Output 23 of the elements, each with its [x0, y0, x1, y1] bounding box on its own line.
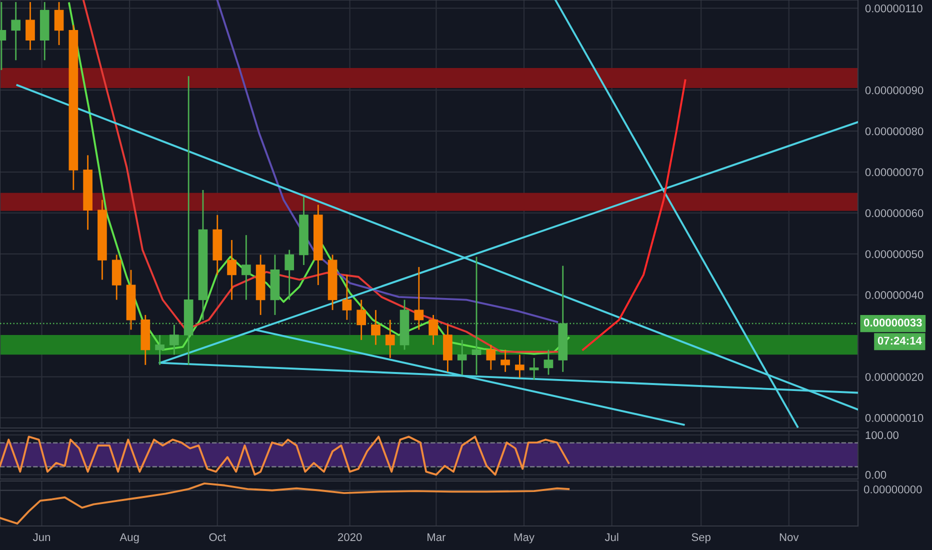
- y-tick-label: 0.00000070: [865, 168, 924, 176]
- y-tick-label: 0.00000080: [865, 127, 924, 136]
- y-tick-label: 0.00000090: [865, 86, 924, 94]
- x-tick-label: Jul: [604, 532, 618, 542]
- x-tick-label: Aug: [120, 533, 139, 544]
- y-tick-label: 0.00000050: [865, 250, 924, 258]
- x-tick-label: 2020: [338, 533, 362, 542]
- y-tick-label: 100.00: [866, 431, 898, 440]
- y-tick-label: 0.00000040: [865, 291, 924, 300]
- y-tick-label: 0.00000010: [865, 414, 924, 422]
- ref-line-label: 0.00000033: [864, 318, 922, 327]
- x-tick-label: Nov: [780, 533, 799, 542]
- x-tick-label: Mar: [428, 533, 446, 542]
- x-tick-label: Oct: [209, 533, 226, 542]
- ref-line-label: 0.00000000: [864, 486, 922, 494]
- y-tick-label: 0.00: [865, 470, 886, 479]
- x-tick-label: May: [514, 533, 534, 544]
- y-tick-label: 0.00000060: [865, 209, 924, 218]
- x-tick-label: Jun: [32, 533, 50, 542]
- y-tick-label: 0.00000110: [865, 4, 922, 12]
- text: 07:24:14: [878, 336, 922, 345]
- y-tick-label: 0.00000020: [865, 373, 924, 381]
- x-tick-label: Sep: [692, 533, 711, 544]
